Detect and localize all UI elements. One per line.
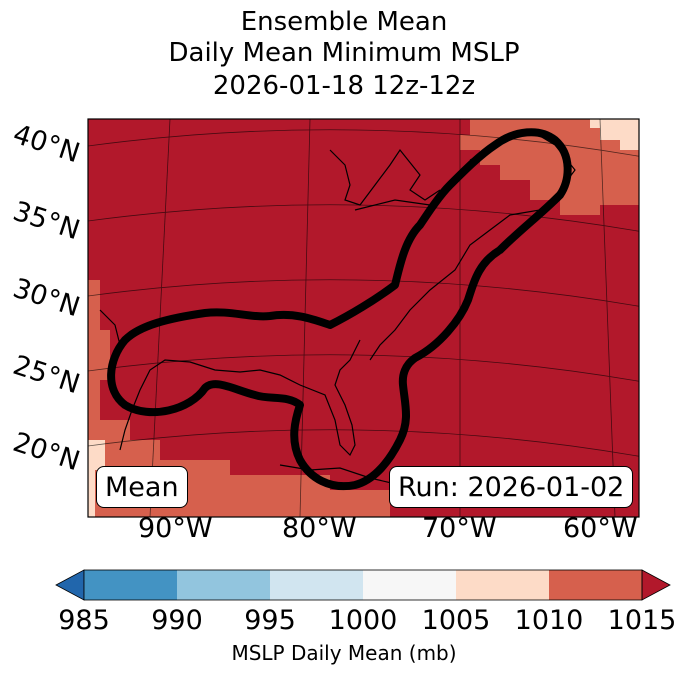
mslp-field-1005-ne bbox=[590, 119, 639, 150]
colorbar-segment-990 bbox=[177, 570, 270, 600]
colorbar-segment-995 bbox=[270, 570, 363, 600]
title-line-2: Daily Mean Minimum MSLP bbox=[168, 38, 520, 68]
mslp-field-1005-sw bbox=[88, 440, 105, 517]
lon-label-90w: 90°W bbox=[138, 513, 213, 544]
colorbar-tick-985: 985 bbox=[58, 605, 110, 636]
title-line-3: 2026-01-18 12z-12z bbox=[212, 71, 476, 101]
mean-label-box: Mean bbox=[96, 466, 188, 508]
colorbar-segment-985 bbox=[84, 570, 177, 600]
colorbar-tick-995: 995 bbox=[244, 605, 296, 636]
lon-label-70w: 70°W bbox=[422, 513, 497, 544]
colorbar-tick-1000: 1000 bbox=[328, 605, 398, 636]
map-frame bbox=[87, 118, 640, 518]
colorbar-tick-990: 990 bbox=[151, 605, 203, 636]
colorbar-label: MSLP Daily Mean (mb) bbox=[231, 641, 457, 665]
colorbar-tick-1010: 1010 bbox=[514, 605, 584, 636]
ensemble-contour bbox=[107, 128, 572, 491]
colorbar-tick-1015: 1015 bbox=[607, 605, 677, 636]
colorbar-under-arrow bbox=[55, 569, 85, 601]
lon-label-80w: 80°W bbox=[282, 513, 357, 544]
colorbar-segment-1005 bbox=[456, 570, 549, 600]
colorbar-segment-1000 bbox=[363, 570, 456, 600]
colorbar-tick-1005: 1005 bbox=[421, 605, 491, 636]
run-date-box: Run: 2026-01-02 bbox=[389, 466, 634, 508]
title-line-1: Ensemble Mean bbox=[240, 7, 448, 37]
colorbar-segment-1010 bbox=[549, 570, 642, 600]
lon-label-60w: 60°W bbox=[563, 513, 638, 544]
colorbar-over-arrow bbox=[641, 569, 671, 601]
